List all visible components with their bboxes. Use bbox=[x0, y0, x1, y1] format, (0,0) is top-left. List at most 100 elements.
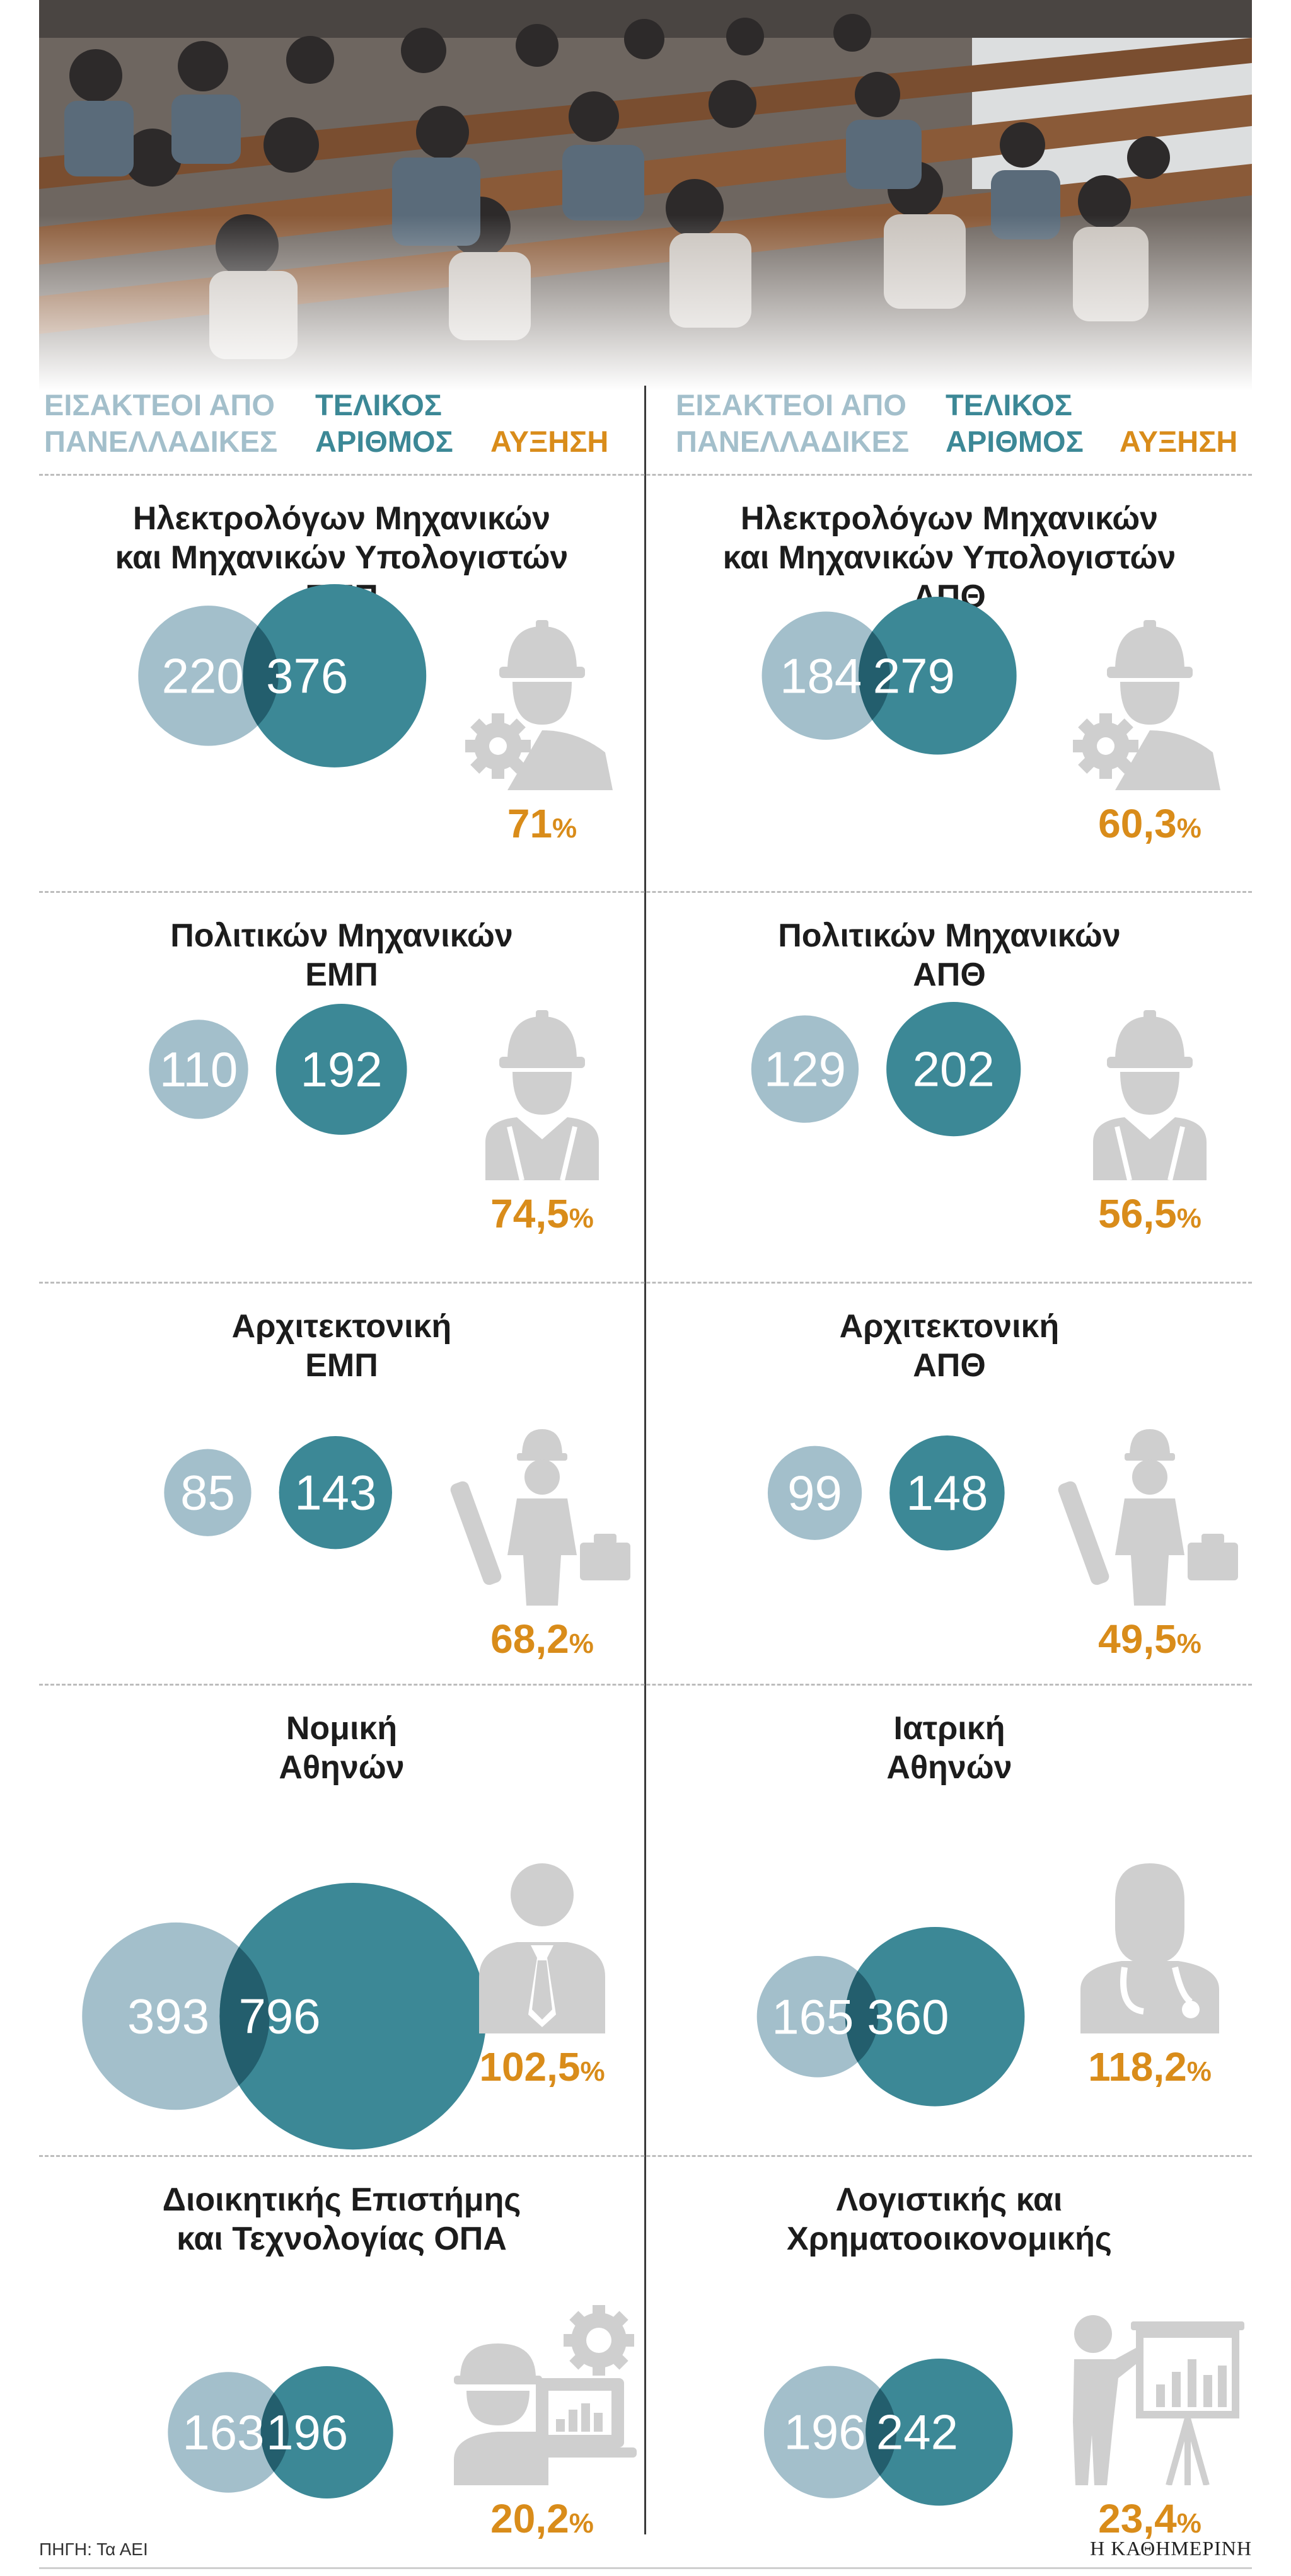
increase-value: 68,2 bbox=[490, 1616, 569, 1662]
final-value: 196 bbox=[266, 2405, 348, 2460]
increase-value: 60,3 bbox=[1098, 801, 1177, 846]
increase-percent: 49,5% bbox=[1055, 1617, 1244, 1666]
percent-symbol: % bbox=[1176, 1628, 1201, 1659]
admitted-value: 85 bbox=[180, 1465, 235, 1521]
admitted-circle bbox=[164, 1449, 252, 1537]
circle-pair: 196 242 bbox=[763, 2359, 1013, 2506]
row-separator bbox=[39, 2155, 1252, 2157]
circle-pair: 163 196 bbox=[168, 2366, 393, 2498]
final-value: 360 bbox=[867, 1989, 949, 2044]
increase-value: 56,5 bbox=[1098, 1191, 1177, 1236]
circle-pair: 99 148 bbox=[767, 1435, 1005, 1551]
admitted-value: 129 bbox=[764, 1042, 846, 1097]
doctor-icon bbox=[1055, 1844, 1244, 2037]
panel-title: Πολιτικών Μηχανικών ΑΠΘ bbox=[778, 917, 1121, 993]
presenter-chart-icon bbox=[1055, 2296, 1244, 2488]
final-circle bbox=[279, 1436, 392, 1550]
increase-value: 20,2 bbox=[490, 2496, 569, 2541]
admitted-circle bbox=[82, 1923, 270, 2110]
legend-increase-left: ΑΥΞΗΣΗ bbox=[490, 425, 609, 458]
panel-title: Ηλεκτρολόγων Μηχανικών και Μηχανικών Υπο… bbox=[722, 500, 1176, 615]
admitted-value: 393 bbox=[127, 1989, 209, 2044]
increase-value: 23,4 bbox=[1098, 2496, 1177, 2541]
admitted-circle bbox=[149, 1020, 248, 1119]
increase-value: 71 bbox=[507, 801, 553, 846]
architect-icon bbox=[1055, 1417, 1244, 1609]
admitted-value: 163 bbox=[182, 2405, 264, 2460]
percent-symbol: % bbox=[1186, 2056, 1212, 2087]
percent-symbol: % bbox=[569, 1628, 594, 1659]
panel-title: Λογιστικής και Χρηματοοικονομικής bbox=[787, 2182, 1112, 2257]
final-circle bbox=[275, 1004, 407, 1135]
panel-title: Πολιτικών Μηχανικών ΕΜΠ bbox=[170, 917, 513, 993]
increase-percent: 102,5% bbox=[448, 2045, 637, 2094]
admitted-value: 165 bbox=[772, 1989, 854, 2044]
final-circle bbox=[243, 584, 427, 768]
bottom-rule bbox=[39, 2567, 1252, 2569]
center-divider bbox=[644, 386, 646, 2534]
engineer-gear-icon bbox=[1055, 601, 1244, 793]
percent-symbol: % bbox=[552, 813, 577, 844]
admitted-value: 196 bbox=[784, 2405, 866, 2460]
increase-percent: 74,5% bbox=[448, 1192, 637, 1241]
percent-symbol: % bbox=[569, 1203, 594, 1234]
final-value: 148 bbox=[906, 1465, 988, 1521]
admitted-circle bbox=[168, 2372, 289, 2493]
final-circle bbox=[886, 1002, 1021, 1137]
row-separator bbox=[39, 891, 1252, 893]
admitted-circle bbox=[763, 2366, 896, 2498]
increase-percent: 60,3% bbox=[1055, 802, 1244, 851]
final-circle bbox=[859, 596, 1017, 755]
tech-worker-laptop-icon bbox=[448, 2296, 637, 2488]
legend-final-right: ΤΕΛΙΚΟΣ ΑΡΙΘΜΟΣ bbox=[946, 388, 1084, 458]
admitted-circle bbox=[138, 605, 279, 746]
final-value: 796 bbox=[239, 1989, 321, 2044]
final-circle bbox=[889, 1435, 1005, 1551]
increase-percent: 23,4% bbox=[1055, 2497, 1244, 2546]
panel-title: Ιατρική Αθηνών bbox=[886, 1710, 1012, 1786]
circle-pair: 110 192 bbox=[149, 1004, 407, 1135]
panel-title: Νομική Αθηνών bbox=[279, 1710, 405, 1786]
row-separator bbox=[39, 1282, 1252, 1284]
percent-symbol: % bbox=[1176, 813, 1201, 844]
final-value: 376 bbox=[266, 648, 348, 703]
circle-pair: 129 202 bbox=[751, 1002, 1021, 1137]
increase-value: 49,5 bbox=[1098, 1616, 1177, 1662]
final-circle bbox=[845, 1926, 1025, 2107]
admitted-circle bbox=[756, 1955, 879, 2078]
final-circle bbox=[219, 1883, 487, 2150]
publisher-credit: Η ΚΑΘΗΜΕΡΙΝΗ bbox=[1090, 2537, 1252, 2560]
circle-pair: 85 143 bbox=[164, 1436, 392, 1550]
increase-value: 102,5 bbox=[479, 2044, 581, 2090]
admitted-value: 110 bbox=[159, 1042, 238, 1097]
panel-title: Αρχιτεκτονική ΕΜΠ bbox=[231, 1308, 452, 1384]
engineer-gear-icon bbox=[448, 601, 637, 793]
circle-pair: 184 279 bbox=[761, 596, 1017, 755]
admitted-circle bbox=[761, 611, 891, 740]
increase-value: 74,5 bbox=[490, 1191, 569, 1236]
increase-percent: 71% bbox=[448, 802, 637, 851]
percent-symbol: % bbox=[580, 2056, 605, 2087]
panel-title: Αρχιτεκτονική ΑΠΘ bbox=[839, 1308, 1060, 1384]
panel-title: Διοικητικής Επιστήμης και Τεχνολογίας ΟΠ… bbox=[162, 2182, 521, 2257]
increase-percent: 118,2% bbox=[1055, 2045, 1244, 2094]
increase-percent: 20,2% bbox=[448, 2497, 637, 2546]
final-circle bbox=[260, 2366, 393, 2498]
row-separator bbox=[39, 474, 1252, 476]
final-value: 202 bbox=[913, 1042, 995, 1097]
admitted-value: 184 bbox=[780, 648, 862, 703]
legend-final-left: ΤΕΛΙΚΟΣ ΑΡΙΘΜΟΣ bbox=[315, 388, 453, 458]
admitted-circle bbox=[767, 1446, 862, 1540]
legend-admitted-right: ΕΙΣΑΚΤΕΟΙ ΑΠΟ ΠΑΝΕΛΛΑΔΙΚΕΣ bbox=[676, 388, 910, 458]
legend-increase-right: ΑΥΞΗΣΗ bbox=[1120, 425, 1238, 458]
architect-icon bbox=[448, 1417, 637, 1609]
final-circle bbox=[865, 2359, 1013, 2506]
civil-engineer-icon bbox=[448, 991, 637, 1183]
percent-symbol: % bbox=[1176, 2508, 1201, 2539]
percent-symbol: % bbox=[1176, 1203, 1201, 1234]
lecture-hall-students-photo bbox=[39, 0, 1252, 391]
admitted-value: 99 bbox=[787, 1465, 842, 1521]
row-separator bbox=[39, 1684, 1252, 1686]
final-value: 143 bbox=[294, 1465, 376, 1521]
header-photo bbox=[39, 0, 1252, 391]
